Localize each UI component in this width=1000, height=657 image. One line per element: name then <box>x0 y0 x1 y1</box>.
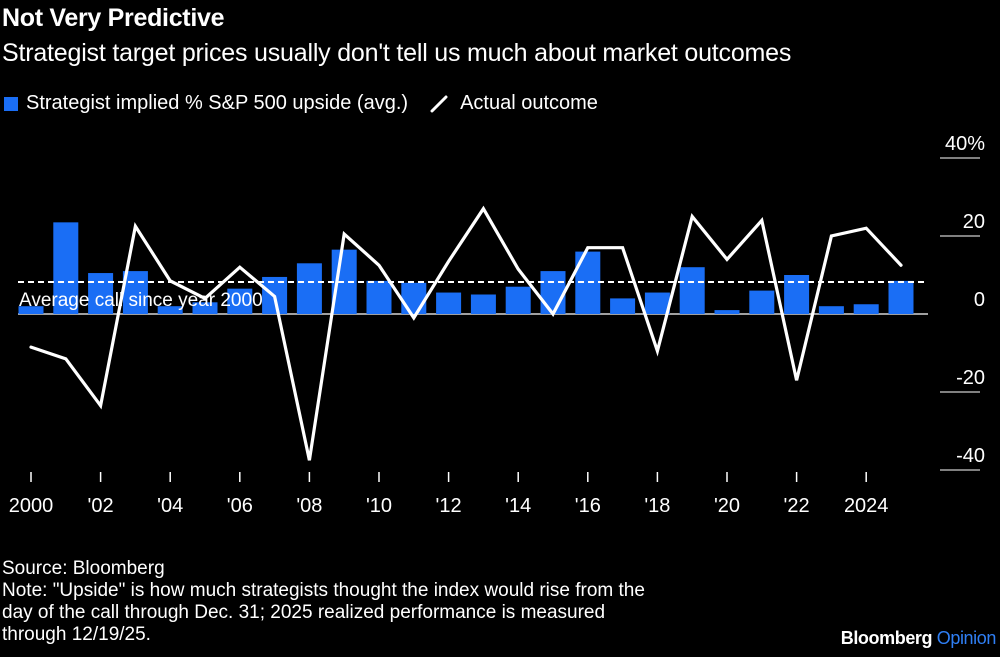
chart-subtitle: Strategist target prices usually don't t… <box>2 39 792 67</box>
chart-title: Not Very Predictive <box>2 4 225 32</box>
bar-2015 <box>540 271 566 314</box>
bar-2008 <box>296 263 322 314</box>
bar-2001 <box>53 222 79 314</box>
bar-2024 <box>853 304 879 314</box>
bar-2013 <box>470 294 496 314</box>
note-line: Note: "Upside" is how much strategists t… <box>2 580 645 601</box>
note-text: Note: "Upside" is how much strategists t… <box>2 580 645 646</box>
y-tick-label: 40% <box>945 133 985 155</box>
brand-logo: Bloomberg Opinion <box>840 628 997 649</box>
bar-2021 <box>749 290 775 314</box>
source-text: Source: Bloomberg <box>2 558 165 579</box>
legend-bars-label: Strategist implied % S&P 500 upside (avg… <box>26 92 409 114</box>
x-tick-label: '20 <box>714 495 740 517</box>
bar-2005 <box>192 302 218 314</box>
bar-2019 <box>679 267 705 314</box>
note-line: through 12/19/25. <box>2 624 151 645</box>
y-tick-label: 0 <box>974 289 985 311</box>
legend-line-icon <box>430 95 448 112</box>
bar-2022 <box>784 275 810 314</box>
bar-2025 <box>888 280 914 314</box>
x-tick-label: '18 <box>644 495 670 517</box>
bar-2010 <box>366 280 392 314</box>
bar-2017 <box>610 298 636 314</box>
brand-accent: Opinion <box>936 628 997 648</box>
actual-outcome-line <box>29 205 903 461</box>
x-tick-label: '16 <box>575 495 601 517</box>
bar-2023 <box>818 306 844 314</box>
legend-item-line: Actual outcome <box>430 92 598 115</box>
note-line: day of the call through Dec. 31; 2025 re… <box>2 602 606 623</box>
legend-item-bars: Strategist implied % S&P 500 upside (avg… <box>4 92 408 115</box>
x-tick-label: '14 <box>505 495 531 517</box>
legend-line-label: Actual outcome <box>460 92 598 114</box>
y-tick-label: 20 <box>963 211 985 233</box>
bar-2020 <box>714 310 740 314</box>
x-tick-label: '22 <box>784 495 810 517</box>
bar-2014 <box>505 286 531 314</box>
x-tick-label: '04 <box>157 495 183 517</box>
bar-2003 <box>122 271 148 314</box>
x-tick-label: '10 <box>366 495 392 517</box>
bar-2012 <box>436 292 462 314</box>
bar-2000 <box>18 306 44 314</box>
legend-bar-swatch <box>4 96 18 111</box>
x-tick-label: 2000 <box>9 495 54 517</box>
bar-2018 <box>644 292 670 314</box>
bar-2004 <box>157 306 183 314</box>
x-tick-label: '12 <box>436 495 462 517</box>
bar-2002 <box>88 273 114 314</box>
average-call-label: Average call since year 2000 <box>19 290 263 311</box>
x-tick-label: '02 <box>88 495 114 517</box>
y-tick-label: -20 <box>956 367 985 389</box>
y-tick-label: -40 <box>956 445 985 467</box>
legend: Strategist implied % S&P 500 upside (avg… <box>4 92 620 115</box>
x-tick-label: '06 <box>227 495 253 517</box>
x-tick-label: 2024 <box>844 495 889 517</box>
brand-main: Bloomberg <box>840 628 933 648</box>
bar-2006 <box>227 288 253 314</box>
bar-2011 <box>401 282 427 314</box>
x-tick-label: '08 <box>296 495 322 517</box>
